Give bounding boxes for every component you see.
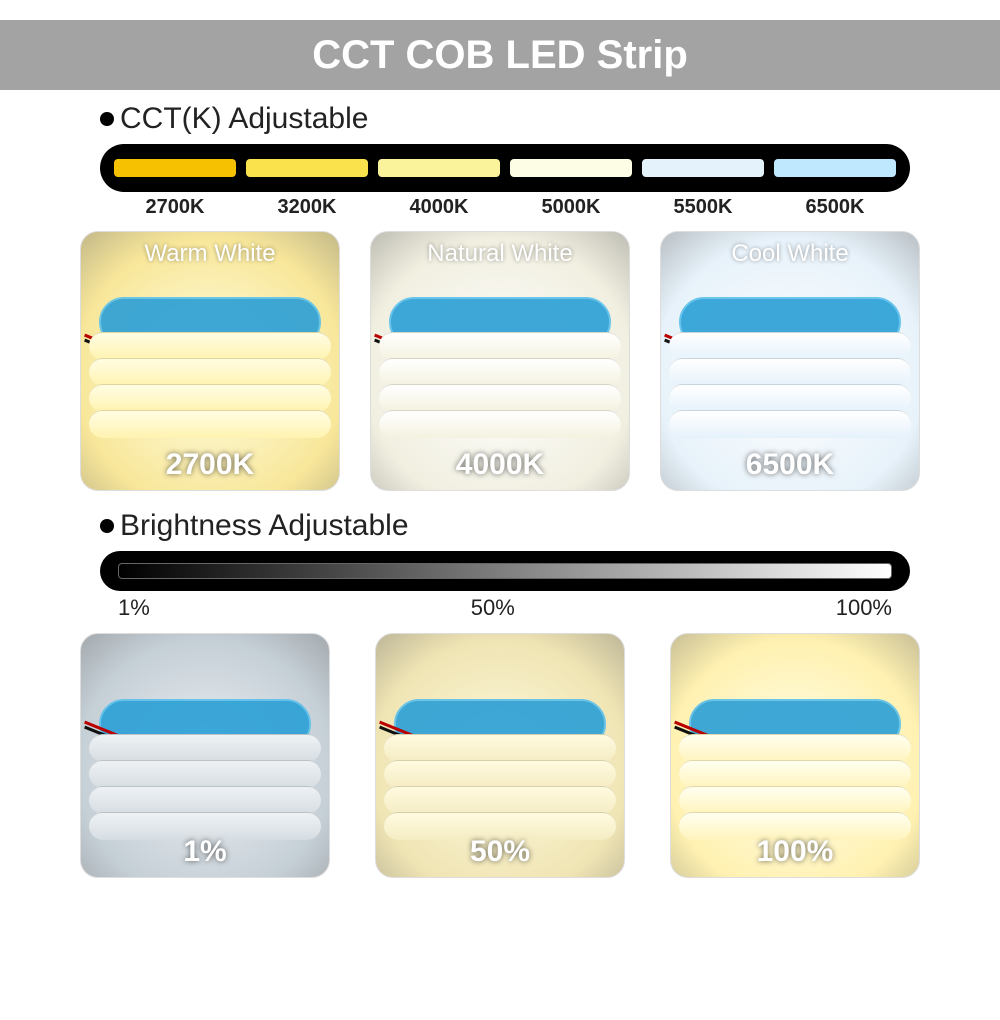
cct-card-title: Cool White [661,240,919,268]
page-title: CCT COB LED Strip [312,33,688,78]
brightness-card-1: 1% [80,633,330,878]
cct-label: 5000K [510,196,632,219]
cct-label: 4000K [378,196,500,219]
brightness-label-mid: 50% [471,595,515,621]
cct-label: 3200K [246,196,368,219]
cct-card-row: Warm White 2700K Natural White 4000K Coo… [0,219,1000,491]
led-strip-illustration [661,287,919,435]
led-strip-illustration [81,287,339,435]
brightness-heading-text: Brightness Adjustable [120,509,409,543]
led-strip-illustration [671,689,919,822]
cct-label: 6500K [774,196,896,219]
cct-card-title: Natural White [371,240,629,268]
cct-swatch [642,159,764,177]
cct-card-value: 2700K [81,448,339,482]
brightness-card-50: 50% [375,633,625,878]
cct-card-value: 4000K [371,448,629,482]
title-bar: CCT COB LED Strip [0,20,1000,90]
brightness-card-row: 1% 50% 100% [0,621,1000,878]
led-strip-illustration [371,287,629,435]
cct-swatch-labels: 2700K 3200K 4000K 5000K 5500K 6500K [100,192,910,219]
cct-card-title: Warm White [81,240,339,268]
cct-swatch [510,159,632,177]
brightness-labels: 1% 50% 100% [100,591,910,621]
cct-swatch-bar [100,144,910,192]
brightness-label-low: 1% [118,595,150,621]
brightness-heading: Brightness Adjustable [100,509,910,543]
brightness-section: Brightness Adjustable 1% 50% 100% [0,491,1000,621]
brightness-gradient [118,563,892,579]
cct-heading-text: CCT(K) Adjustable [120,102,368,136]
cct-swatch [114,159,236,177]
led-strip-illustration [81,689,329,822]
brightness-card-value: 1% [81,835,329,869]
bullet-icon [100,112,114,126]
cct-heading: CCT(K) Adjustable [100,102,910,136]
brightness-bar [100,551,910,591]
cct-section: CCT(K) Adjustable 2700K 3200K 4000K 5000… [0,90,1000,219]
brightness-label-high: 100% [836,595,892,621]
cct-swatch [774,159,896,177]
cct-label: 2700K [114,196,236,219]
cct-card-natural: Natural White 4000K [370,231,630,491]
cct-card-cool: Cool White 6500K [660,231,920,491]
cct-card-value: 6500K [661,448,919,482]
cct-swatch [246,159,368,177]
brightness-card-value: 100% [671,835,919,869]
led-strip-illustration [376,689,624,822]
brightness-card-value: 50% [376,835,624,869]
cct-card-warm: Warm White 2700K [80,231,340,491]
bullet-icon [100,519,114,533]
cct-swatch [378,159,500,177]
brightness-card-100: 100% [670,633,920,878]
cct-label: 5500K [642,196,764,219]
